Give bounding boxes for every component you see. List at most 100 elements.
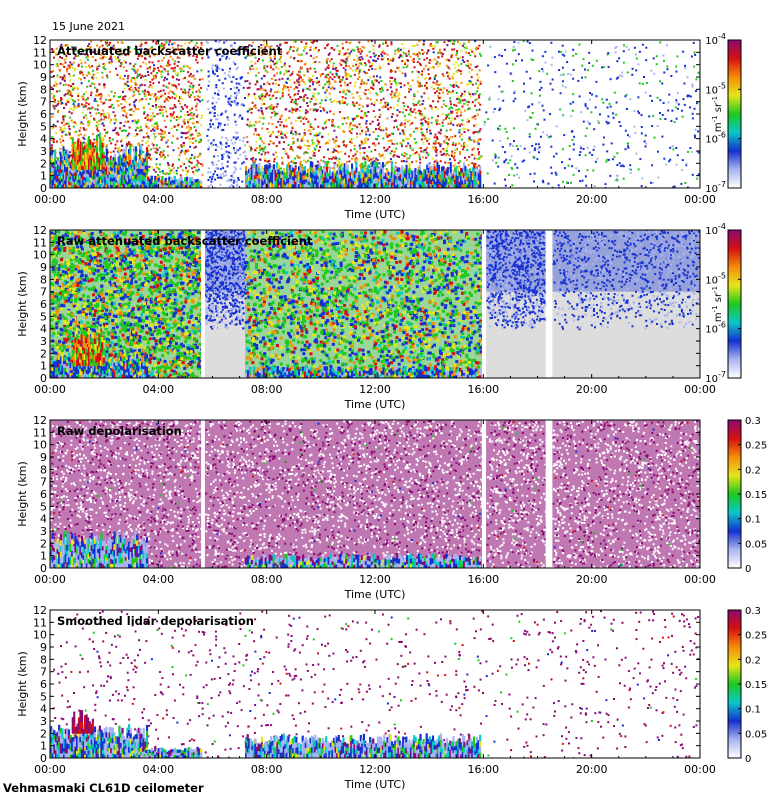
x-tick-label: 00:00 <box>34 193 66 206</box>
y-tick-label: 6 <box>40 108 47 121</box>
heatmap-data <box>50 40 700 188</box>
colorbar: 10-7 10-6 10-5 10-4 m-1 sr-1 <box>705 222 742 385</box>
y-tick-label: 9 <box>40 261 47 274</box>
y-tick-label: 4 <box>40 133 47 146</box>
x-tick-label: 12:00 <box>359 383 391 396</box>
colorbar-unit-label: m-1 sr-1 <box>711 96 724 132</box>
y-tick-label: 8 <box>40 83 47 96</box>
y-tick-label: 11 <box>33 616 47 629</box>
x-tick-label: 00:00 <box>34 573 66 586</box>
y-tick-label: 0 <box>40 182 47 195</box>
y-tick-label: 7 <box>40 476 47 489</box>
y-tick-label: 12 <box>33 224 47 237</box>
colorbar-tick-label: 0.25 <box>745 441 767 452</box>
y-tick-label: 2 <box>40 157 47 170</box>
panel-title: Raw attenuated backscatter coefficient <box>57 234 313 248</box>
y-tick-label: 5 <box>40 690 47 703</box>
x-tick-label: 00:00 <box>34 763 66 776</box>
x-tick-label: 16:00 <box>467 383 499 396</box>
y-tick-label: 9 <box>40 451 47 464</box>
colorbar-tick-label: 10-7 <box>705 180 726 195</box>
y-tick-label: 7 <box>40 666 47 679</box>
y-tick-label: 1 <box>40 550 47 563</box>
y-tick-label: 7 <box>40 286 47 299</box>
colorbar-tick-label: 0.2 <box>745 465 761 476</box>
x-tick-label: 16:00 <box>467 193 499 206</box>
y-tick-label: 11 <box>33 426 47 439</box>
y-tick-label: 4 <box>40 703 47 716</box>
x-tick-label: 04:00 <box>142 193 174 206</box>
x-tick-label: 00:00 <box>684 193 716 206</box>
y-tick-label: 7 <box>40 96 47 109</box>
x-tick-label: 08:00 <box>251 573 283 586</box>
y-tick-label: 6 <box>40 678 47 691</box>
colorbar-tick-label: 0.05 <box>745 539 767 550</box>
colorbar-tick-label: 0.15 <box>745 490 767 501</box>
heatmap-data <box>50 230 700 378</box>
colorbar-tick-label: 0 <box>745 754 751 765</box>
date-label: 15 June 2021 <box>52 20 125 33</box>
x-tick-label: 12:00 <box>359 573 391 586</box>
x-tick-label: 20:00 <box>576 383 608 396</box>
panel-title: Raw depolarisation <box>57 424 182 438</box>
y-tick-label: 2 <box>40 347 47 360</box>
x-axis-label: Time (UTC) <box>344 588 406 601</box>
y-tick-label: 2 <box>40 727 47 740</box>
y-axis-label: Height (km) <box>16 461 29 527</box>
colorbar-tick-label: 10-5 <box>705 271 726 286</box>
panel-title: Smoothed lidar depolarisation <box>57 614 254 628</box>
y-tick-label: 4 <box>40 323 47 336</box>
y-tick-label: 10 <box>33 629 47 642</box>
x-axis-label: Time (UTC) <box>344 778 406 791</box>
colorbar: 0 0.05 0.1 0.15 0.2 0.25 0.3 <box>727 606 767 765</box>
y-tick-label: 5 <box>40 310 47 323</box>
y-tick-label: 5 <box>40 500 47 513</box>
x-tick-label: 00:00 <box>684 383 716 396</box>
colorbar-tick-label: 0.1 <box>745 705 761 716</box>
x-tick-label: 20:00 <box>576 193 608 206</box>
panel-title: Attenuated backscatter coefficient <box>57 44 283 58</box>
y-tick-label: 3 <box>40 525 47 538</box>
y-tick-label: 1 <box>40 360 47 373</box>
y-tick-label: 6 <box>40 488 47 501</box>
colorbar-unit-label: m-1 sr-1 <box>711 286 724 322</box>
y-tick-label: 1 <box>40 740 47 753</box>
colorbar-tick-label: 0.3 <box>745 606 761 617</box>
y-tick-label: 10 <box>33 59 47 72</box>
panel-3: Raw depolarisation0123456789101112Height… <box>16 414 767 601</box>
colorbar-tick-label: 0.2 <box>745 655 761 666</box>
colorbar: 10-7 10-6 10-5 10-4 m-1 sr-1 <box>705 32 742 195</box>
colorbar-tick-label: 10-4 <box>705 222 726 237</box>
y-axis-label: Height (km) <box>16 651 29 717</box>
colorbar-tick-label: 10-5 <box>705 81 726 96</box>
colorbar-tick-label: 0.15 <box>745 680 767 691</box>
y-tick-label: 6 <box>40 298 47 311</box>
y-tick-label: 12 <box>33 414 47 427</box>
colorbar-tick-label: 10-6 <box>705 131 726 146</box>
colorbar: 0 0.05 0.1 0.15 0.2 0.25 0.3 <box>727 416 767 575</box>
colorbar-tick-label: 0.3 <box>745 416 761 427</box>
y-tick-label: 8 <box>40 273 47 286</box>
y-tick-label: 11 <box>33 46 47 59</box>
y-tick-label: 12 <box>33 34 47 47</box>
colorbar-tick-label: 0.1 <box>745 515 761 526</box>
colorbar-tick-label: 0.25 <box>745 631 767 642</box>
x-tick-label: 20:00 <box>576 763 608 776</box>
y-tick-label: 3 <box>40 145 47 158</box>
y-tick-label: 0 <box>40 372 47 385</box>
x-axis-label: Time (UTC) <box>344 208 406 221</box>
y-tick-label: 9 <box>40 641 47 654</box>
x-tick-label: 16:00 <box>467 763 499 776</box>
x-tick-label: 00:00 <box>684 573 716 586</box>
colorbar-tick-label: 10-6 <box>705 321 726 336</box>
y-tick-label: 0 <box>40 562 47 575</box>
y-tick-label: 8 <box>40 463 47 476</box>
panel-1: Attenuated backscatter coefficient 0 12 345… <box>16 32 742 221</box>
x-tick-label: 04:00 <box>142 383 174 396</box>
y-tick-label: 12 <box>33 604 47 617</box>
y-tick-label: 5 <box>40 120 47 133</box>
y-tick-label: 11 <box>33 236 47 249</box>
y-tick-label: 2 <box>40 537 47 550</box>
y-tick-label: 10 <box>33 439 47 452</box>
